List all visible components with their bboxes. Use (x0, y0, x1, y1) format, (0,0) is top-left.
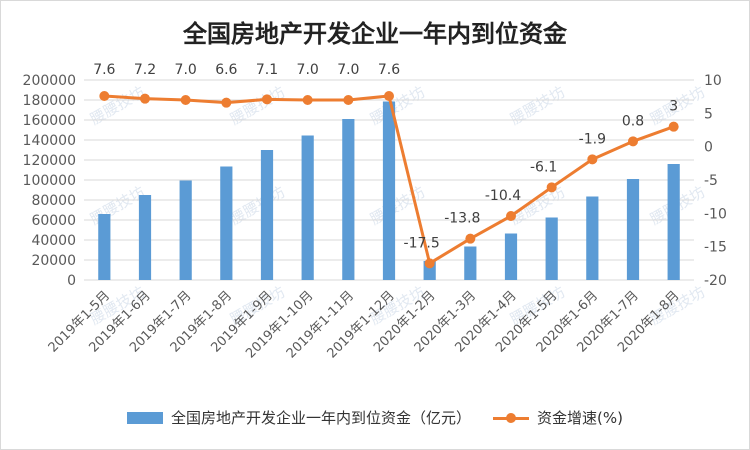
growth-point (424, 258, 435, 269)
data-label: -1.9 (579, 131, 606, 147)
bar (138, 195, 152, 280)
data-label: -10.4 (485, 188, 521, 204)
growth-point (384, 91, 394, 101)
watermark-text: 腰腰技坊 (87, 183, 148, 229)
growth-point (99, 91, 110, 101)
watermark-text: 腰腰技坊 (367, 83, 428, 129)
y-right-tick-label: -10 (704, 206, 727, 222)
legend-bar-swatch (127, 411, 163, 424)
y-right-tick-label: 10 (704, 73, 722, 89)
growth-point (506, 211, 516, 221)
growth-point (628, 136, 638, 147)
bar (342, 119, 355, 280)
data-label: 6.6 (215, 62, 237, 78)
y-left-tick-label: 120000 (23, 153, 76, 169)
bar (626, 179, 640, 280)
watermark-text: 腰腰技坊 (227, 83, 288, 129)
y-left-tick-label: 40000 (31, 233, 76, 249)
legend-item-bar: 全国房地产开发企业一年内到位资金（亿元） (127, 407, 471, 428)
legend-line-label: 资金增速(%) (537, 409, 623, 427)
chart-title: 全国房地产开发企业一年内到位资金 (182, 20, 568, 48)
y-right-tick-label: -5 (704, 173, 718, 189)
y-left-tick-label: 0 (67, 273, 76, 289)
bar (586, 196, 599, 280)
watermark-text: 腰腰技坊 (87, 83, 148, 129)
watermark-text: 腰腰技坊 (227, 183, 288, 229)
data-label: -17.5 (404, 235, 440, 251)
y-right-tick-label: 5 (704, 106, 713, 122)
bar (464, 246, 477, 280)
growth-point (140, 93, 150, 104)
growth-point (587, 154, 598, 165)
data-label: 7.0 (337, 62, 359, 78)
y-left-tick-label: 20000 (31, 253, 76, 269)
bar (545, 217, 558, 280)
legend-line-swatch (493, 412, 530, 424)
growth-point (465, 233, 476, 244)
growth-point (302, 95, 313, 105)
data-label: 3 (669, 99, 678, 115)
y-left-tick-label: 180000 (23, 93, 76, 109)
bar (179, 180, 192, 280)
y-left-tick-label: 80000 (31, 193, 76, 209)
growth-point (221, 97, 232, 108)
bar (504, 233, 518, 280)
growth-point (546, 182, 557, 193)
legend-bar-label: 全国房地产开发企业一年内到位资金（亿元） (171, 409, 472, 427)
y-left-tick-label: 200000 (23, 73, 76, 89)
bar (98, 214, 111, 280)
growth-point (180, 95, 191, 105)
watermark-text: 腰腰技坊 (507, 83, 568, 129)
bar (301, 135, 314, 280)
data-label: -6.1 (530, 159, 557, 175)
y-right-tick-label: -15 (704, 240, 727, 256)
data-label: 7.6 (93, 62, 115, 78)
y-left-tick-label: 160000 (23, 113, 76, 129)
bar (220, 166, 233, 280)
data-label: 7.6 (378, 62, 400, 78)
y-left-tick-label: 60000 (31, 213, 76, 229)
data-label: -13.8 (444, 211, 480, 227)
data-label: 7.1 (256, 62, 278, 78)
legend: 全国房地产开发企业一年内到位资金（亿元） 资金增速(%) (0, 407, 750, 428)
data-label: 0.8 (622, 113, 644, 129)
y-right-tick-label: 0 (704, 140, 713, 156)
bar (667, 164, 680, 280)
bar (260, 150, 274, 280)
bar (382, 101, 396, 280)
y-left-tick-label: 100000 (23, 173, 76, 189)
growth-point (262, 94, 272, 105)
growth-point (343, 95, 354, 105)
data-label: 7.0 (297, 62, 319, 78)
data-label: 7.2 (134, 62, 156, 78)
legend-item-line: 资金增速(%) (493, 407, 623, 428)
data-label: 7.0 (175, 62, 197, 78)
y-right-tick-label: -20 (704, 273, 727, 289)
y-left-tick-label: 140000 (23, 133, 76, 149)
growth-point (668, 121, 679, 132)
